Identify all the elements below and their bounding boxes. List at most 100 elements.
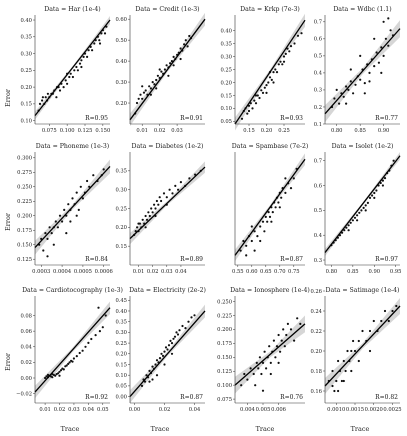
x-tick-label: 0.0004 bbox=[53, 269, 72, 275]
data-point bbox=[368, 196, 372, 199]
y-tick-label: 0.200 bbox=[17, 214, 32, 220]
data-point bbox=[333, 389, 336, 393]
data-point bbox=[368, 71, 371, 74]
data-point bbox=[359, 78, 362, 81]
y-tick-label: 0.25 bbox=[115, 206, 127, 212]
data-point bbox=[387, 319, 390, 323]
data-point bbox=[167, 74, 170, 77]
data-point bbox=[151, 211, 154, 214]
data-point bbox=[158, 196, 161, 199]
data-point bbox=[148, 369, 151, 372]
data-point bbox=[335, 88, 338, 91]
x-tick-label: 0.0006 bbox=[95, 269, 113, 275]
data-point bbox=[289, 45, 293, 48]
panel-title: Data = Cardiotocography (1e-3) bbox=[22, 287, 123, 294]
data-point bbox=[135, 101, 139, 105]
data-point bbox=[98, 330, 101, 333]
data-point bbox=[380, 46, 383, 49]
data-point bbox=[395, 304, 398, 308]
data-point bbox=[296, 317, 299, 320]
data-point bbox=[299, 322, 302, 325]
data-point bbox=[387, 44, 390, 47]
x-axis-label-col-4: Trace bbox=[351, 425, 370, 433]
y-tick-label: 0.40 bbox=[115, 309, 127, 315]
data-point bbox=[183, 43, 186, 46]
data-point bbox=[72, 357, 75, 360]
data-point bbox=[347, 229, 350, 232]
x-tick-label: 0.95 bbox=[390, 269, 402, 275]
data-point bbox=[260, 372, 263, 376]
y-tick-label: 0.24 bbox=[310, 309, 322, 315]
data-point bbox=[190, 316, 193, 319]
y-tick-label: 0.3 bbox=[314, 258, 322, 264]
data-point bbox=[69, 72, 72, 75]
y-tick-label: 0.300 bbox=[17, 156, 32, 162]
data-point bbox=[265, 84, 268, 87]
data-point bbox=[179, 57, 182, 61]
data-point bbox=[274, 356, 277, 359]
data-point bbox=[41, 99, 44, 102]
x-tick-label: 0.04 bbox=[175, 269, 187, 275]
y-tick-label: 0.05 bbox=[220, 119, 232, 125]
y-tick-label: 0.7 bbox=[314, 158, 322, 164]
data-point bbox=[90, 337, 93, 341]
data-point bbox=[75, 214, 78, 217]
data-point bbox=[156, 74, 159, 77]
data-point bbox=[375, 51, 378, 54]
data-point bbox=[265, 91, 268, 94]
data-point bbox=[149, 93, 152, 96]
data-point bbox=[247, 109, 251, 113]
correlation-label: R=0.87 bbox=[180, 394, 203, 401]
y-tick-label: 0.35 bbox=[20, 35, 32, 41]
panel-12: Data = Satimage (1e-4) 0.0010 0.0015 0.0020… bbox=[310, 287, 401, 413]
y-tick-label: 0.6 bbox=[314, 37, 322, 43]
data-point bbox=[270, 220, 273, 223]
data-point bbox=[277, 361, 280, 364]
data-point bbox=[67, 203, 70, 206]
data-point bbox=[141, 85, 144, 88]
y-tick-label: 0.35 bbox=[115, 319, 127, 325]
y-tick-label: 0.15 bbox=[115, 362, 127, 368]
data-point bbox=[345, 85, 348, 88]
data-point bbox=[293, 339, 296, 342]
y-tick-label: 0.15 bbox=[20, 102, 32, 108]
y-tick-label: 0.150 bbox=[217, 355, 232, 361]
data-point bbox=[286, 322, 289, 325]
regression-line bbox=[34, 166, 111, 249]
x-tick-label: 0.03 bbox=[68, 407, 80, 413]
correlation-label: R=0.84 bbox=[85, 256, 108, 263]
data-point bbox=[358, 211, 361, 214]
data-point bbox=[144, 214, 147, 218]
data-point bbox=[275, 71, 279, 74]
panel-8: Data = Isolet (1e-2) 0.80 0.85 0.90 0.95 0.3 0… bbox=[314, 143, 402, 275]
data-point bbox=[344, 369, 347, 373]
data-point bbox=[58, 374, 61, 377]
data-point bbox=[65, 364, 68, 367]
correlation-label: R=0.89 bbox=[180, 256, 203, 263]
data-point bbox=[153, 203, 156, 206]
data-point bbox=[80, 65, 83, 69]
data-point bbox=[58, 89, 62, 92]
data-point bbox=[73, 69, 76, 72]
data-point bbox=[155, 78, 158, 82]
data-point bbox=[347, 88, 350, 91]
y-tick-label: 0.275 bbox=[17, 170, 32, 176]
data-point bbox=[59, 369, 63, 372]
data-point bbox=[331, 369, 334, 373]
panel-title: Data = Har (1e-4) bbox=[44, 6, 100, 13]
x-tick-label: 0.15 bbox=[243, 128, 255, 134]
data-point bbox=[356, 219, 359, 222]
data-point bbox=[277, 201, 280, 204]
panel-9: Data = Cardiotocography (1e-3)0.01 0.02 0.… bbox=[16, 287, 123, 413]
x-axis-label-col-1: Trace bbox=[61, 425, 80, 433]
y-tick-label: 0.7 bbox=[314, 20, 322, 26]
data-point bbox=[275, 345, 279, 348]
data-point bbox=[266, 220, 269, 223]
data-point bbox=[357, 359, 360, 363]
data-point bbox=[333, 97, 336, 100]
data-point bbox=[93, 42, 96, 45]
data-point bbox=[360, 209, 363, 212]
panel-11: Data = Ionosphere (1e-4) 0.004 0.005 0.006 0… bbox=[217, 287, 310, 413]
y-tick-label: 0.25 bbox=[220, 67, 232, 73]
data-point bbox=[163, 68, 166, 71]
